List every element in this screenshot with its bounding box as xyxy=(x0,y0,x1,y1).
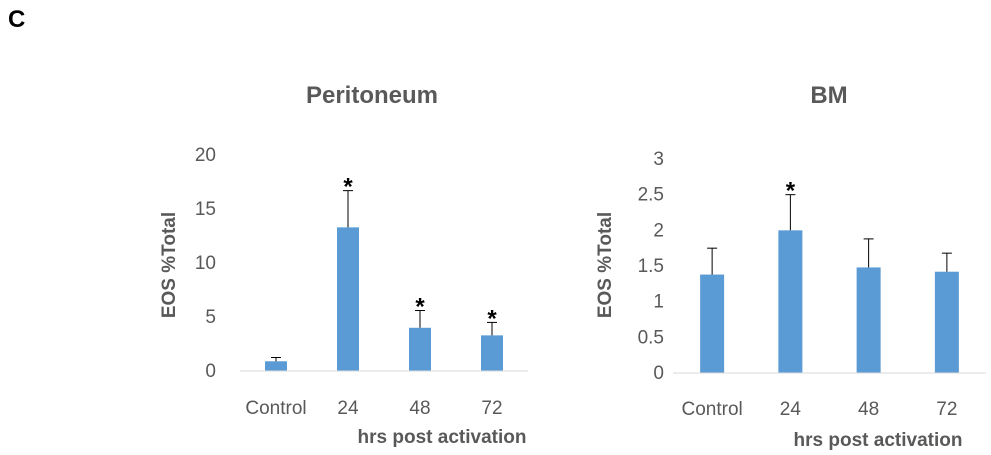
y-tick-label: 2.5 xyxy=(638,185,664,206)
y-tick-label: 20 xyxy=(195,145,216,166)
y-tick-label: 10 xyxy=(195,253,216,274)
x-axis-label: hrs post activation xyxy=(794,430,963,451)
y-tick-label: 3 xyxy=(653,149,664,170)
y-tick-label: 5 xyxy=(205,307,216,328)
significance-star: * xyxy=(415,294,425,321)
y-tick-label: 0 xyxy=(653,363,664,384)
x-tick-label: Control xyxy=(245,398,306,419)
x-tick-label: 72 xyxy=(936,399,957,420)
bar-48 xyxy=(409,327,431,371)
chart-title: Peritoneum xyxy=(306,82,438,109)
y-tick-label: 15 xyxy=(195,199,216,220)
x-tick-label: 72 xyxy=(481,398,502,419)
significance-star: * xyxy=(487,305,497,332)
y-tick-label: 0 xyxy=(205,361,216,382)
bar-72 xyxy=(934,271,959,373)
x-tick-label: 24 xyxy=(780,399,802,420)
bar-72 xyxy=(481,335,503,371)
x-tick-label: 48 xyxy=(858,399,879,420)
y-tick-label: 1 xyxy=(653,292,664,313)
y-tick-label: 1.5 xyxy=(638,256,664,277)
bar-24 xyxy=(337,227,359,371)
x-axis-label: hrs post activation xyxy=(358,427,527,448)
bar-control xyxy=(265,361,287,371)
y-tick-label: 0.5 xyxy=(638,327,664,348)
x-tick-label: 48 xyxy=(409,398,430,419)
chart-bm: BM EOS %Total hrs post activation 0 0.5 1 1… xyxy=(595,82,986,451)
bar-24 xyxy=(778,230,803,373)
x-tick-label: 24 xyxy=(337,398,359,419)
y-axis-label: EOS %Total xyxy=(159,212,180,318)
y-tick-label: 2 xyxy=(653,220,664,241)
y-axis-label: EOS %Total xyxy=(595,212,616,318)
chart-peritoneum: Peritoneum EOS %Total hrs post activatio… xyxy=(159,82,528,448)
panel-label: C xyxy=(8,6,26,33)
chart-title: BM xyxy=(810,82,847,109)
bar-48 xyxy=(856,267,881,373)
significance-star: * xyxy=(343,174,353,201)
x-tick-label: Control xyxy=(682,399,743,420)
significance-star: * xyxy=(786,178,796,205)
bar-control xyxy=(700,274,725,373)
